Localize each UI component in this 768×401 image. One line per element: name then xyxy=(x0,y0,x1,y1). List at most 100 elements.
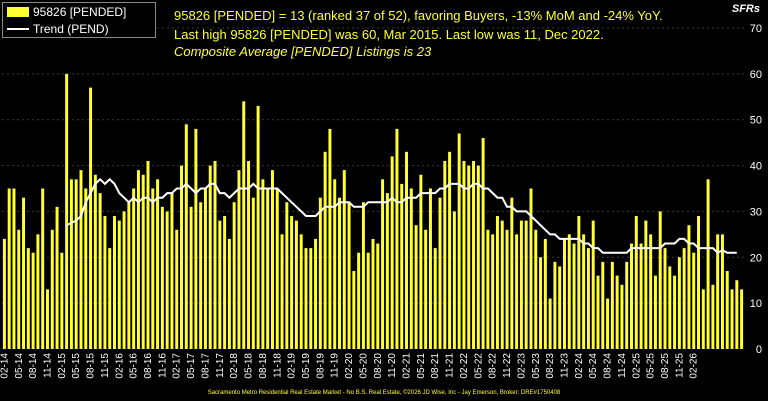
x-tick-label-41: 05-24 xyxy=(588,353,599,379)
bar-62 xyxy=(299,234,303,349)
bar-17 xyxy=(84,188,88,349)
x-tick-label-39: 11-23 xyxy=(560,353,571,378)
bar-150 xyxy=(720,234,724,349)
bar-79 xyxy=(381,179,385,349)
bar-68 xyxy=(328,128,332,349)
bar-124 xyxy=(596,275,600,349)
bar-35 xyxy=(170,193,174,349)
bar-123 xyxy=(591,220,595,349)
bar-70 xyxy=(338,197,341,349)
bar-154 xyxy=(740,289,744,349)
legend-swatch-bars xyxy=(7,7,29,17)
x-tick-label-34: 08-22 xyxy=(488,353,499,379)
x-tick-label-32: 02-22 xyxy=(459,353,470,379)
bar-152 xyxy=(730,289,734,349)
x-tick-label-10: 08-16 xyxy=(143,353,154,379)
bar-48 xyxy=(232,202,236,349)
bar-27 xyxy=(132,188,136,349)
y-tick-label-6: 60 xyxy=(750,69,762,81)
bar-109 xyxy=(524,220,528,349)
bar-45 xyxy=(218,220,222,349)
bar-82 xyxy=(395,128,399,349)
bar-43 xyxy=(208,165,212,349)
bar-58 xyxy=(280,234,284,349)
bar-105 xyxy=(505,229,509,349)
bar-2 xyxy=(12,188,16,349)
bar-137 xyxy=(658,211,662,349)
bar-145 xyxy=(697,216,701,349)
unit-label: SFRs xyxy=(731,3,760,15)
bar-67 xyxy=(323,151,327,349)
bar-130 xyxy=(625,261,629,349)
legend: 95826 [PENDED] Trend (PEND) xyxy=(2,2,156,38)
bar-0 xyxy=(2,238,6,349)
x-tick-label-48: 02-26 xyxy=(689,353,700,379)
bar-78 xyxy=(376,243,380,349)
bar-91 xyxy=(438,197,442,349)
x-tick-label-26: 08-20 xyxy=(373,353,384,379)
bar-121 xyxy=(582,234,586,349)
x-tick-label-43: 11-24 xyxy=(617,353,628,378)
x-tick-label-8: 02-16 xyxy=(114,353,125,379)
bar-111 xyxy=(534,229,538,349)
x-tick-label-17: 05-18 xyxy=(244,353,255,379)
bar-88 xyxy=(424,229,428,349)
x-tick-label-38: 08-23 xyxy=(545,353,556,379)
bar-87 xyxy=(419,174,423,349)
bar-54 xyxy=(261,179,265,349)
bar-18 xyxy=(89,87,93,349)
x-tick-label-36: 02-23 xyxy=(516,353,527,379)
x-tick-label-4: 02-15 xyxy=(57,353,68,379)
bar-series xyxy=(2,73,744,349)
x-tick-label-13: 05-17 xyxy=(186,353,197,379)
bar-133 xyxy=(639,243,643,349)
bar-66 xyxy=(318,197,322,349)
bar-102 xyxy=(491,234,495,349)
bar-118 xyxy=(567,234,571,349)
x-tick-label-18: 08-18 xyxy=(258,353,269,379)
bar-41 xyxy=(199,202,203,349)
bar-44 xyxy=(213,160,217,349)
bar-30 xyxy=(146,160,150,349)
bar-127 xyxy=(610,261,614,349)
bar-72 xyxy=(347,202,351,349)
bar-31 xyxy=(151,188,155,349)
x-tick-label-35: 11-22 xyxy=(502,353,513,378)
bar-117 xyxy=(562,238,566,349)
bar-40 xyxy=(194,128,198,349)
headline-summary: 95826 [PENDED] = 13 (ranked 37 of 52), f… xyxy=(174,8,663,23)
y-tick-label-1: 10 xyxy=(750,298,762,310)
y-axis-ticks: 0 10 20 30 40 50 60 70 xyxy=(750,23,762,356)
bar-57 xyxy=(275,188,279,349)
bar-29 xyxy=(141,174,145,349)
bar-4 xyxy=(22,197,26,349)
bar-20 xyxy=(98,193,102,349)
bar-151 xyxy=(725,271,729,349)
bar-8 xyxy=(41,188,45,349)
bar-16 xyxy=(79,170,83,349)
bar-71 xyxy=(342,170,346,349)
x-tick-label-45: 05-25 xyxy=(646,353,657,379)
bar-13 xyxy=(65,73,69,349)
x-tick-label-37: 05-23 xyxy=(531,353,542,379)
x-tick-label-7: 11-15 xyxy=(100,353,111,378)
x-tick-label-46: 08-25 xyxy=(660,353,671,379)
bar-128 xyxy=(615,275,619,349)
bar-146 xyxy=(701,289,705,349)
bar-39 xyxy=(189,206,193,349)
bar-136 xyxy=(653,275,657,349)
bar-99 xyxy=(476,165,480,349)
bar-81 xyxy=(390,156,394,349)
bar-126 xyxy=(606,298,610,349)
bar-115 xyxy=(553,261,557,349)
x-tick-label-6: 08-15 xyxy=(86,353,97,379)
x-tick-label-12: 02-17 xyxy=(172,353,183,379)
bar-83 xyxy=(400,183,404,349)
x-tick-label-22: 08-19 xyxy=(315,353,326,379)
x-tick-label-3: 11-14 xyxy=(43,353,54,378)
bar-134 xyxy=(644,220,648,349)
bar-63 xyxy=(304,248,308,349)
bar-104 xyxy=(500,220,504,349)
bar-149 xyxy=(716,234,720,349)
